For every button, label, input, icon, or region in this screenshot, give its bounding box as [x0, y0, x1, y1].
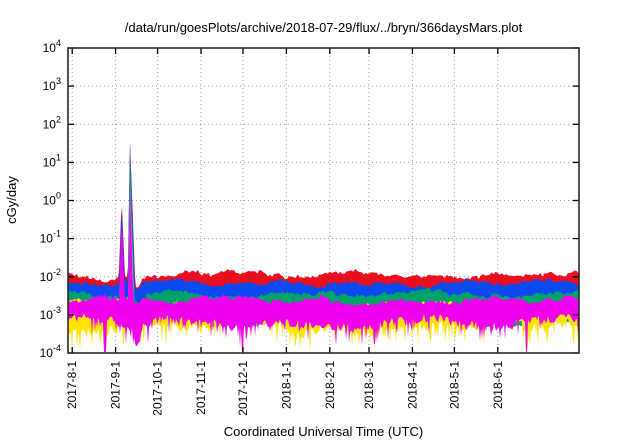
y-tick-label: 100 — [43, 191, 61, 208]
y-tick-labels: 104 103 102 101 100 10-1 10-2 10-3 10-4 — [40, 38, 61, 360]
x-tick-label: 2018-4-1 — [405, 361, 419, 409]
x-tick-label: 2017-11-1 — [194, 361, 208, 415]
series-group — [68, 141, 579, 352]
plot-border — [67, 47, 580, 354]
series-red — [68, 141, 579, 317]
y-tick-label: 10-4 — [40, 343, 61, 360]
x-tick-label: 2018-5-1 — [447, 361, 461, 409]
y-tick-label: 103 — [43, 76, 61, 93]
x-tick-label: 2017-12-1 — [236, 361, 250, 416]
x-tick-label: 2018-2-1 — [323, 361, 337, 409]
x-tick-label: 2017-10-1 — [151, 361, 165, 416]
series-magenta — [68, 187, 579, 352]
x-tick-labels: 2017-8-1 2017-9-1 2017-10-1 2017-11-1 2017-1… — [65, 361, 505, 416]
x-tick-label: 2018-1-1 — [279, 361, 293, 409]
x-tick-label: 2017-8-1 — [65, 361, 79, 409]
x-axis-label: Coordinated Universal Time (UTC) — [223, 424, 424, 439]
plot-title: /data/run/goesPlots/archive/2018-07-29/f… — [124, 20, 523, 35]
y-tick-label: 10-2 — [40, 267, 61, 284]
y-tick-label: 101 — [43, 152, 61, 169]
y-tick-label: 102 — [43, 114, 61, 131]
x-tick-label: 2017-9-1 — [109, 361, 123, 409]
x-tick-label: 2018-3-1 — [362, 361, 376, 409]
x-tick-label: 2018-6-1 — [491, 361, 505, 409]
y-tick-label: 104 — [43, 38, 61, 55]
y-tick-label: 10-3 — [40, 305, 61, 322]
y-tick-label: 10-1 — [40, 229, 61, 246]
